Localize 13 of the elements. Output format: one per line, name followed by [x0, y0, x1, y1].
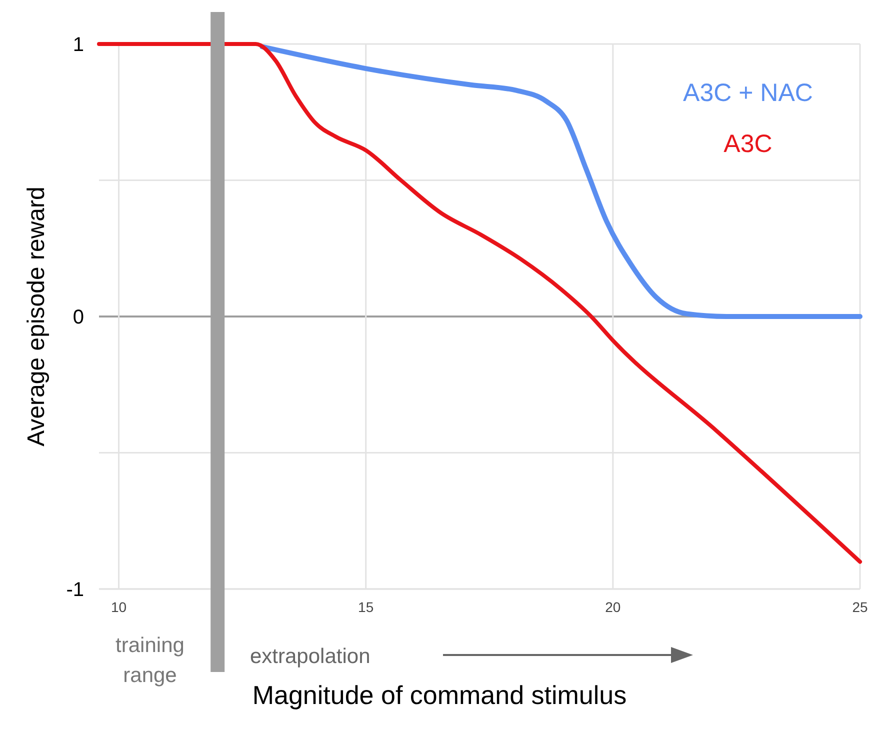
text: training range [116, 634, 184, 687]
text: A3C [724, 130, 772, 158]
x-tick-label: 15 [358, 599, 374, 615]
y-tick-label: 1 [72, 34, 84, 56]
x-axis-title: Magnitude of command stimulus [252, 680, 627, 710]
y-tick-label: 0 [72, 306, 84, 328]
x-tick-label: 20 [605, 599, 621, 615]
x-tick-label: 10 [110, 599, 127, 615]
y-axis-title: Average episode reward [23, 186, 50, 446]
y-tick-label: -1 [66, 579, 84, 601]
text: A3C + NAC [683, 78, 813, 107]
x-tick-label: 25 [852, 599, 868, 615]
text: extrapolation [250, 645, 370, 668]
